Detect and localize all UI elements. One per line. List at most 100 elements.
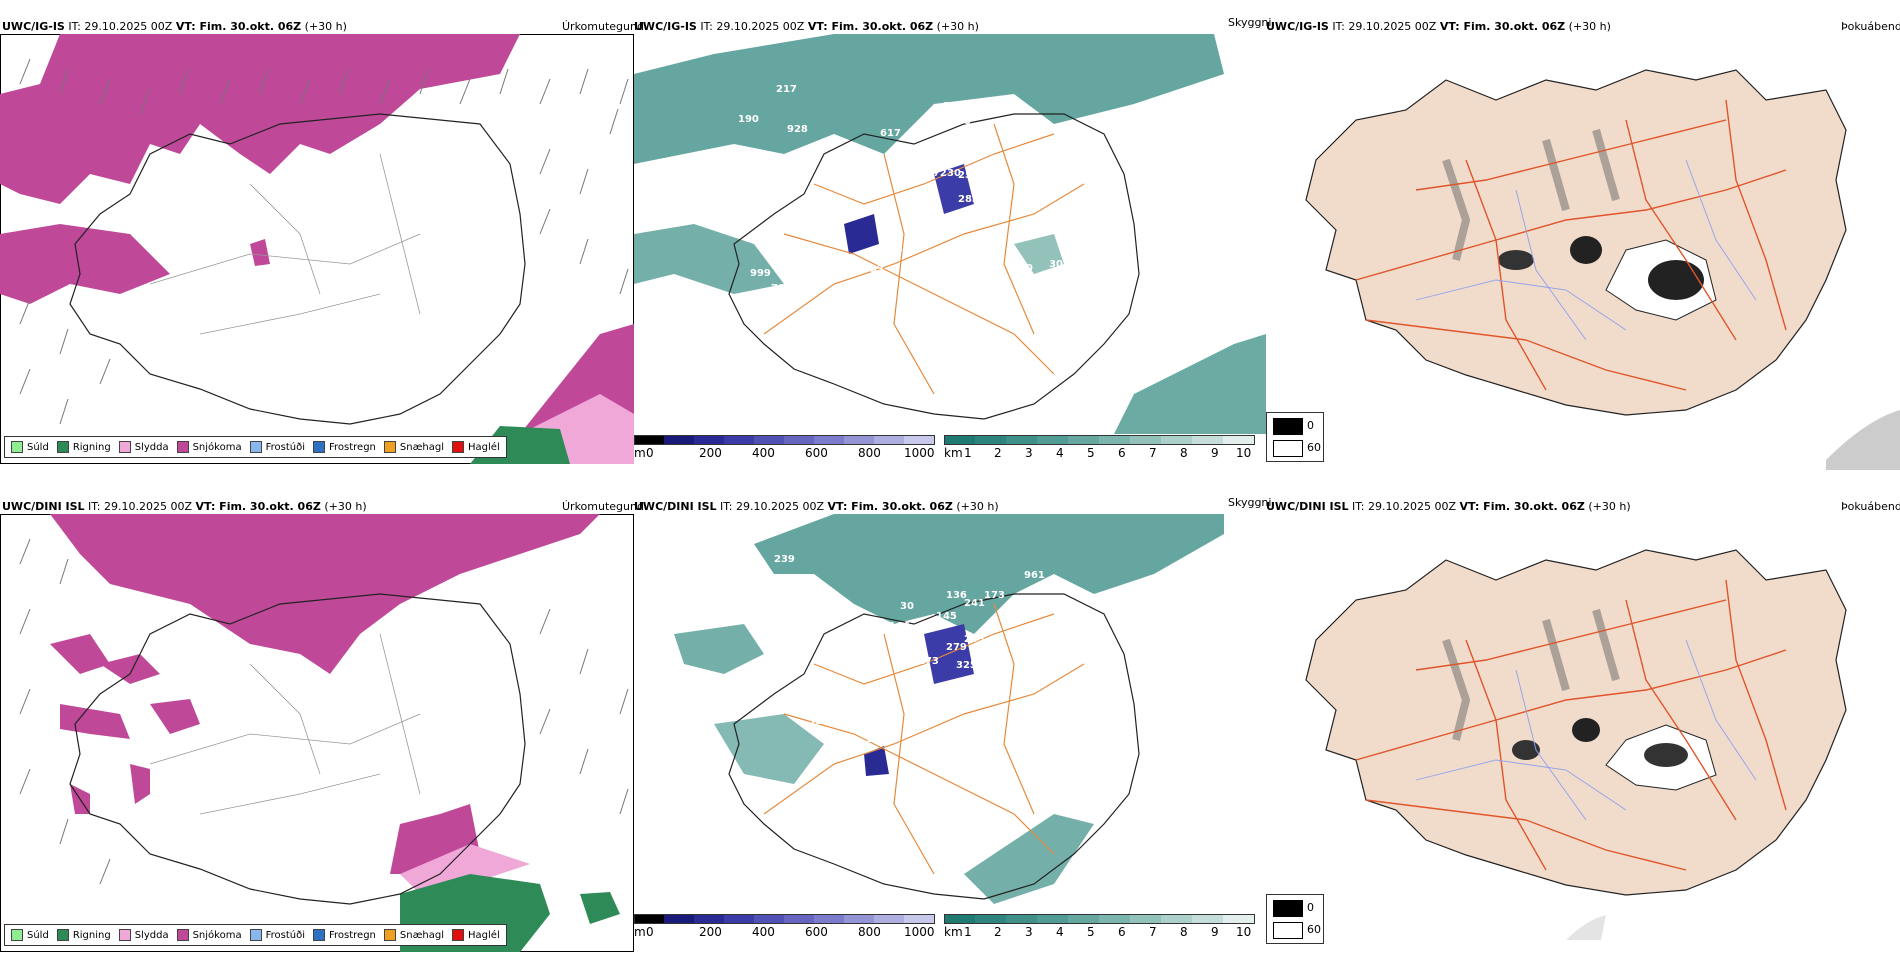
cloud-label: 30 bbox=[947, 168, 961, 179]
visibility-colorbar: km 1 2 3 4 5 6 7 8 9 10 bbox=[944, 435, 1266, 465]
vis-title: Skyggni bbox=[1228, 496, 1272, 509]
cloud-label: 44 bbox=[920, 192, 934, 203]
cloud-label: 196 bbox=[996, 120, 1017, 131]
cb-tick: 600 bbox=[805, 446, 828, 460]
cloud-label: 999 bbox=[750, 268, 771, 279]
fog-swatch-low bbox=[1273, 900, 1303, 917]
cloud-label: 305 bbox=[899, 156, 920, 167]
vis-unit: km bbox=[944, 446, 963, 460]
it-value: 29.10.2025 00Z bbox=[84, 20, 173, 33]
cloud-label: 961 bbox=[1024, 570, 1045, 581]
vis-tick: 7 bbox=[1149, 446, 1157, 460]
cloud-label: 173 bbox=[984, 590, 1005, 601]
cb-unit: m bbox=[634, 446, 646, 460]
precip-panel-bottom: UWC/DINI ISL IT: 29.10.2025 00Z VT: Fim.… bbox=[0, 478, 644, 952]
legend-item-freezing-drizzle: Frostúði bbox=[249, 929, 305, 941]
fog-legend-top: 0 60 bbox=[1266, 412, 1324, 462]
legend-item-freezing-rain: Frostregn bbox=[313, 929, 376, 941]
vis-title: Skyggni bbox=[1228, 16, 1272, 29]
cloud-label: 241 bbox=[964, 598, 985, 609]
fog-legend-bottom: 0 60 bbox=[1266, 894, 1324, 944]
precip-panel-top: UWC/IG-IS IT: 29.10.2025 00Z VT: Fim. 30… bbox=[0, 0, 644, 470]
cloud-label: 198 bbox=[924, 114, 945, 125]
precip-map bbox=[0, 514, 634, 952]
panel-header: UWC/IG-IS IT: 29.10.2025 00Z VT: Fim. 30… bbox=[1266, 20, 1611, 33]
cloud-label: 283 bbox=[958, 194, 979, 205]
precip-legend: Súld Rigning Slydda Snjókoma Frostúði Fr… bbox=[4, 924, 507, 946]
precip-map bbox=[0, 34, 634, 464]
fog-title: Þokuábendi bbox=[1841, 500, 1900, 513]
legend-item-freezing-drizzle: Frostúði bbox=[249, 441, 305, 453]
fog-panel-top: UWC/IG-IS IT: 29.10.2025 00Z VT: Fim. 30… bbox=[1266, 0, 1900, 470]
cloud-label: 173 bbox=[918, 656, 939, 667]
cloud-label: 253 bbox=[964, 634, 985, 645]
cloud-label: 169 bbox=[924, 151, 945, 162]
legend-item-freezing-rain: Frostregn bbox=[313, 441, 376, 453]
cloud-label: 258 bbox=[950, 116, 971, 127]
cloud-label: 202 bbox=[942, 136, 963, 147]
legend-item-drizzle: Súld bbox=[11, 441, 49, 453]
it-label: IT: bbox=[68, 20, 81, 33]
cb-tick: 0 bbox=[646, 446, 654, 460]
vis-tick: 8 bbox=[1180, 446, 1188, 460]
fog-label: 0 bbox=[1307, 419, 1314, 432]
legend-item-snow: Snjókoma bbox=[176, 441, 242, 453]
cloud-label: 136 bbox=[946, 590, 967, 601]
cloud-label: 145 bbox=[936, 611, 957, 622]
cloud-label: 271 bbox=[943, 101, 964, 112]
cloud-label: 130 bbox=[866, 734, 887, 745]
fog-map bbox=[1305, 69, 1900, 470]
cloud-label: 30 bbox=[900, 601, 914, 612]
panel-header: UWC/IG-IS IT: 29.10.2025 00Z VT: Fim. 30… bbox=[2, 20, 347, 33]
precip-legend: Súld Rigning Slydda Snjókoma Frostúði Fr… bbox=[4, 436, 507, 458]
cloud-label: 279 bbox=[946, 642, 967, 653]
cloudbase-colorbar: m 0 200 400 600 800 1000 bbox=[634, 914, 939, 944]
row-ig-is: UWC/IG-IS IT: 29.10.2025 00Z VT: Fim. 30… bbox=[0, 0, 1900, 470]
cloud-label: 387 bbox=[808, 716, 829, 727]
cloud-label: 250 bbox=[1012, 263, 1033, 274]
model-name: UWC/IG-IS bbox=[2, 20, 65, 33]
legend-item-drizzle: Súld bbox=[11, 929, 49, 941]
fog-swatch-high bbox=[1273, 440, 1303, 457]
cloud-label: 217 bbox=[776, 84, 797, 95]
cloud-label: 88 bbox=[792, 246, 806, 257]
visibility-map: 239 961 136 241 173 30 166 145 253 279 1… bbox=[674, 514, 1224, 904]
cb-tick: 1000 bbox=[904, 446, 935, 460]
legend-item-hail: Haglél bbox=[452, 441, 500, 453]
cloud-label: 190 bbox=[738, 114, 759, 125]
panel-header: UWC/DINI ISL IT: 29.10.2025 00Z VT: Fim.… bbox=[2, 500, 367, 513]
legend-swatch bbox=[11, 441, 23, 453]
fog-panel-bottom: UWC/DINI ISL IT: 29.10.2025 00Z VT: Fim.… bbox=[1266, 478, 1900, 950]
cloud-label: 172 bbox=[926, 168, 947, 179]
cloud-label: 701 bbox=[771, 283, 792, 294]
cloud-label: 255 bbox=[958, 170, 979, 181]
vis-tick: 3 bbox=[1025, 446, 1033, 460]
cloud-label: 428 bbox=[895, 172, 916, 183]
legend-item-sleet: Slydda bbox=[118, 441, 169, 453]
legend-item-rain: Rigning bbox=[56, 929, 111, 941]
legend-item-rain: Rigning bbox=[56, 441, 111, 453]
cb-tick: 800 bbox=[858, 446, 881, 460]
cloud-label: 325 bbox=[956, 660, 977, 671]
cloud-label: 166 bbox=[889, 621, 910, 632]
cloud-label: 30 bbox=[1049, 259, 1063, 270]
visibility-panel-top: UWC/IG-IS IT: 29.10.2025 00Z VT: Fim. 30… bbox=[634, 0, 1271, 470]
cloud-label: 928 bbox=[787, 124, 808, 135]
cloud-label: 130 bbox=[889, 244, 910, 255]
cb-tick: 200 bbox=[699, 446, 722, 460]
row-dini-isl: UWC/DINI ISL IT: 29.10.2025 00Z VT: Fim.… bbox=[0, 478, 1900, 952]
cloud-label: 141 bbox=[976, 104, 997, 115]
fog-swatch-low bbox=[1273, 418, 1303, 435]
fog-map bbox=[1305, 549, 1847, 940]
cloud-label: 20 bbox=[849, 183, 863, 194]
fog-label: 60 bbox=[1307, 441, 1321, 454]
cloud-label: 313 bbox=[861, 168, 882, 179]
panel-header: UWC/IG-IS IT: 29.10.2025 00Z VT: Fim. 30… bbox=[634, 20, 979, 33]
panel-header: UWC/DINI ISL IT: 29.10.2025 00Z VT: Fim.… bbox=[1266, 500, 1631, 513]
vis-tick: 6 bbox=[1118, 446, 1126, 460]
vis-tick: 9 bbox=[1211, 446, 1219, 460]
vis-tick: 1 bbox=[964, 446, 972, 460]
cloudbase-colorbar: m 0 200 400 600 800 1000 bbox=[634, 435, 939, 465]
cloud-label: 239 bbox=[774, 554, 795, 565]
cloud-label: 986 bbox=[734, 151, 755, 162]
